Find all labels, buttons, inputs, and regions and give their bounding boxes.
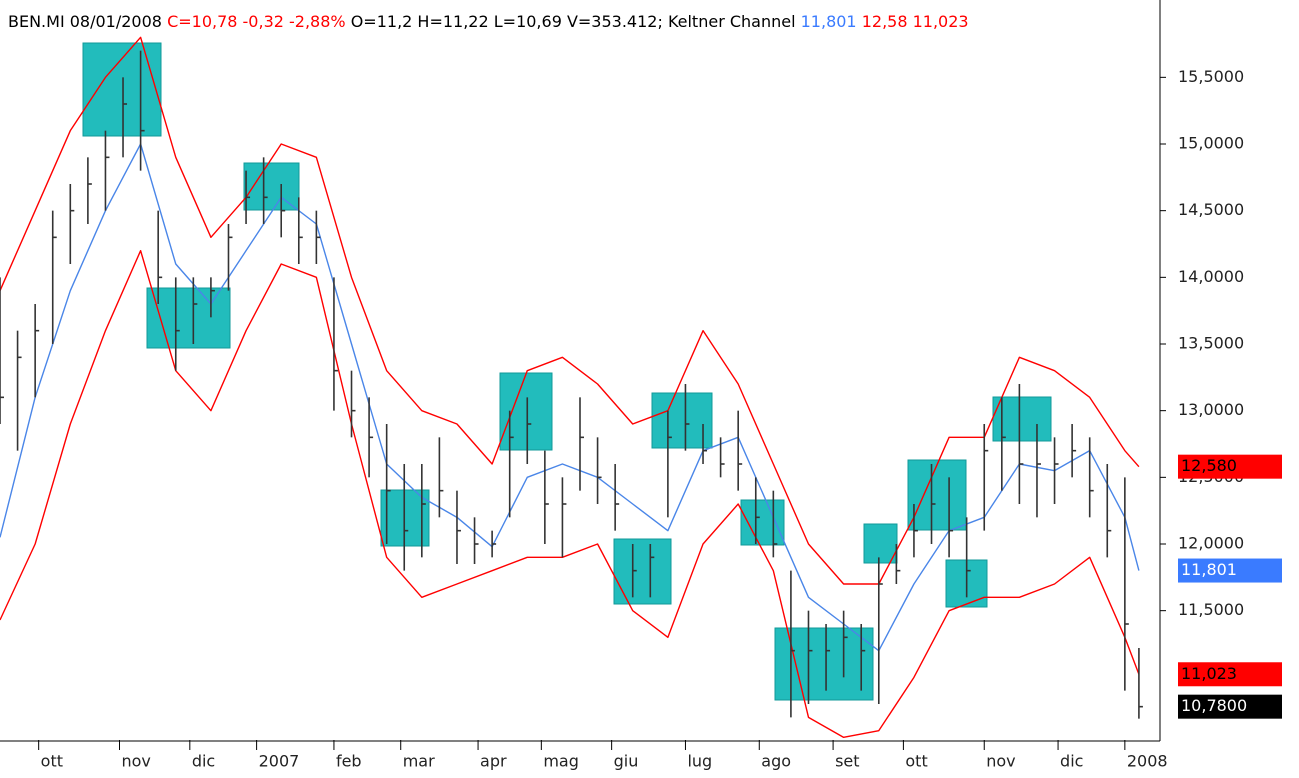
header-part: 11,801 [801,12,862,31]
highlight-box [613,538,672,605]
x-tick-label: 2008 [1127,752,1168,771]
header-part: BEN.MI 08/01/2008 [8,12,167,31]
highlight-box [499,372,553,451]
y-tick-label: 15,0000 [1178,134,1244,153]
last-value-label: 11,801 [1181,560,1237,579]
x-tick-label: ott [41,752,63,771]
last-value-box [1178,454,1282,479]
x-tick-label: mar [403,752,435,771]
y-tick-label: 15,5000 [1178,67,1244,86]
x-tick-label: mag [543,752,579,771]
x-tick-label: set [835,752,859,771]
x-tick-label: giu [614,752,639,771]
x-tick-label: lug [687,752,712,771]
header-part: 12,58 11,023 [862,12,969,31]
highlight-box [651,392,713,449]
last-value-label: 12,580 [1181,456,1237,475]
highlight-box [243,162,300,211]
header: BEN.MI 08/01/2008 C=10,78 -0,32 -2,88% O… [8,12,969,31]
x-tick-label: dic [192,752,215,771]
x-tick-label: dic [1060,752,1083,771]
highlight-boxes [82,42,1052,701]
header-part: O=11,2 H=11,22 L=10,69 V=353.412; Keltne… [351,12,801,31]
highlight-box [146,287,231,349]
highlight-box [907,459,967,531]
y-tick-label: 12,0000 [1178,534,1244,553]
last-value-label: 10,7800 [1181,696,1247,715]
highlight-box [992,396,1052,442]
x-tick-label: feb [336,752,362,771]
channel-upper [0,36,1140,585]
channel-lower [0,249,1140,739]
x-tick-label: nov [122,752,151,771]
x-tick-label: nov [986,752,1015,771]
y-tick-label: 11,5000 [1178,600,1244,619]
x-tick-label: ott [905,752,927,771]
highlight-box [863,523,898,564]
x-tick-label: ago [761,752,791,771]
last-value-box [1178,558,1282,583]
last-value-box [1178,694,1282,719]
header-part: C=10,78 -0,32 -2,88% [167,12,351,31]
y-tick-label: 13,5000 [1178,334,1244,353]
y-tick-label: 14,5000 [1178,200,1244,219]
last-value-box [1178,662,1282,687]
x-tick-label: apr [480,752,507,771]
highlight-box [82,42,162,137]
last-value-label: 11,023 [1181,664,1237,683]
y-tick-label: 13,0000 [1178,400,1244,419]
x-tick-label: 2007 [259,752,300,771]
y-tick-label: 14,0000 [1178,267,1244,286]
